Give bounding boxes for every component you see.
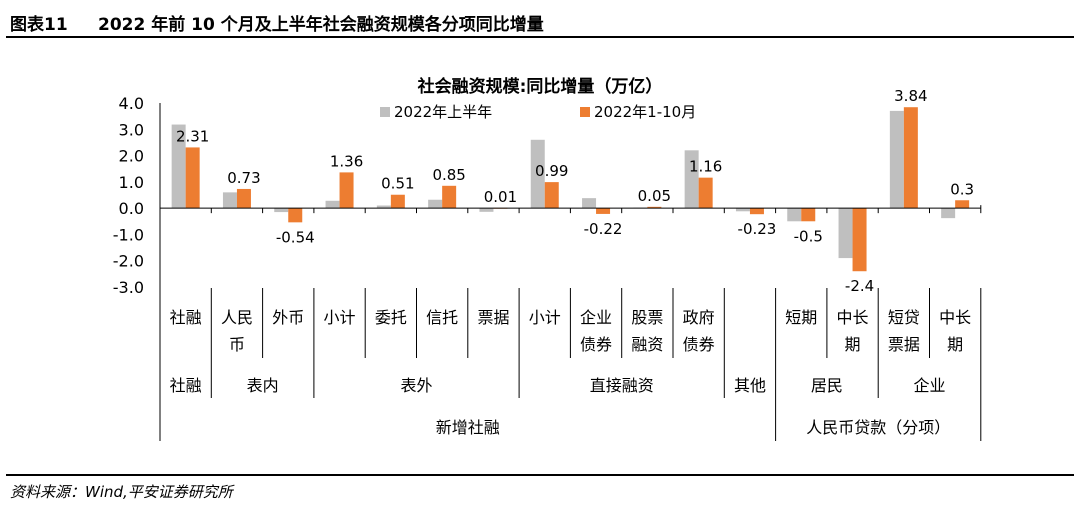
category-label-l1: 企业 — [580, 308, 612, 327]
bar-h1 — [582, 198, 597, 209]
figure-label: 图表11 — [10, 15, 68, 35]
y-tick-label: -1.0 — [113, 225, 144, 244]
y-tick-label: 2.0 — [119, 147, 144, 166]
bar-oct — [955, 200, 970, 209]
bar-h1 — [530, 139, 545, 209]
bar-h1 — [274, 208, 289, 213]
data-label: -2.4 — [845, 277, 874, 295]
bar-h1 — [325, 200, 340, 209]
bar-oct — [390, 194, 405, 209]
category-label-l2: 居民 — [811, 376, 843, 395]
category-label-l2: 表外 — [400, 376, 432, 395]
bar-oct — [288, 208, 303, 223]
category-label-l2: 其他 — [734, 376, 766, 395]
category-label-l2: 企业 — [913, 376, 945, 395]
category-label-l1: 中长 — [939, 308, 971, 327]
category-label-l1: 票据 — [888, 335, 920, 354]
bar-h1 — [838, 208, 853, 259]
category-label-l1: 信托 — [426, 308, 458, 327]
legend-swatch-h1 — [380, 107, 390, 117]
y-tick-label: 0.0 — [119, 199, 144, 218]
data-label: -0.23 — [738, 220, 777, 238]
category-label-l1: 中长 — [837, 308, 869, 327]
top-rule — [6, 36, 1074, 38]
category-label-l1: 票据 — [477, 308, 509, 327]
category-label-l1: 短贷 — [888, 308, 920, 327]
category-label-l1: 期 — [947, 335, 963, 354]
category-label-l1: 人民 — [221, 308, 253, 327]
data-label: -0.22 — [584, 220, 623, 238]
figure-title: 2022 年前 10 个月及上半年社会融资规模各分项同比增量 — [98, 15, 544, 35]
category-label-l1: 社融 — [170, 308, 202, 327]
data-label: 0.99 — [535, 162, 568, 180]
category-label-l1: 融资 — [631, 335, 663, 354]
y-tick-label: 4.0 — [119, 94, 144, 113]
bar-oct — [801, 208, 816, 222]
bar-h1 — [889, 110, 904, 209]
bottom-rule — [6, 474, 1074, 476]
bar-h1 — [428, 199, 443, 209]
bar-h1 — [479, 208, 494, 212]
category-label-l1: 股票 — [631, 308, 663, 327]
category-label-l3: 人民币贷款（分项） — [806, 418, 950, 437]
bar-oct — [185, 147, 200, 209]
bar-h1 — [684, 150, 699, 209]
legend-label-h1: 2022年上半年 — [394, 103, 492, 121]
data-label: 0.85 — [432, 166, 465, 184]
figure-header: 图表11 2022 年前 10 个月及上半年社会融资规模各分项同比增量 — [6, 4, 1074, 36]
category-label-l1: 期 — [845, 335, 861, 354]
bar-oct — [442, 185, 457, 209]
category-label-l1: 短期 — [785, 308, 817, 327]
y-tick-label: 3.0 — [119, 120, 144, 139]
source-note: 资料来源：Wind,平安证券研究所 — [10, 483, 233, 501]
bar-oct — [339, 172, 354, 209]
data-label: 1.16 — [689, 158, 722, 176]
category-label-l1: 政府 — [683, 308, 715, 327]
y-tick-label: 1.0 — [119, 173, 144, 192]
bar-h1 — [941, 208, 956, 219]
category-label-l2: 直接融资 — [590, 376, 654, 395]
bar-oct — [236, 188, 251, 209]
data-label: 0.05 — [638, 187, 671, 205]
bar-h1 — [735, 208, 750, 212]
bar-oct — [544, 182, 559, 209]
chart-title: 社会融资规模:同比增量（万亿） — [417, 76, 663, 97]
data-label: 0.51 — [381, 175, 414, 193]
category-label-l2: 社融 — [170, 376, 202, 395]
bar-oct — [903, 107, 918, 209]
legend-label-oct: 2022年1-10月 — [594, 103, 696, 121]
data-label: 0.73 — [227, 169, 260, 187]
bar-h1 — [222, 192, 237, 209]
category-label-l1: 外币 — [272, 308, 304, 327]
category-label-l1: 小计 — [529, 308, 561, 327]
data-label: 1.36 — [330, 152, 363, 170]
bar-oct — [852, 208, 867, 272]
category-label-l1: 委托 — [375, 308, 407, 327]
category-label-l1: 小计 — [324, 308, 356, 327]
bar-oct — [596, 208, 611, 214]
y-tick-label: -2.0 — [113, 252, 144, 271]
category-label-l1: 债券 — [683, 335, 715, 354]
data-label: 2.31 — [176, 127, 209, 145]
category-label-l2: 表内 — [247, 376, 279, 395]
legend-swatch-oct — [580, 107, 590, 117]
bar-h1 — [376, 205, 391, 209]
bar-h1 — [787, 208, 802, 222]
data-label: -0.54 — [276, 228, 315, 246]
data-label: 3.84 — [894, 87, 927, 105]
data-label: 0.01 — [484, 188, 517, 206]
y-tick-label: -3.0 — [113, 278, 144, 297]
category-label-l3: 新增社融 — [436, 418, 500, 437]
data-label: 0.3 — [950, 180, 974, 198]
category-label-l1: 债券 — [580, 335, 612, 354]
category-label-l1: 币 — [229, 335, 245, 354]
bar-oct — [749, 208, 764, 215]
bar-oct — [698, 177, 713, 209]
bar-h1 — [171, 124, 186, 209]
plot-area: 4.0 3.0 2.0 1.0 0.0 -1.0 -2.0 -3.0 2.31 0.73 -0.54… — [113, 87, 982, 441]
bar-oct — [647, 206, 662, 209]
data-label: -0.5 — [794, 227, 823, 245]
